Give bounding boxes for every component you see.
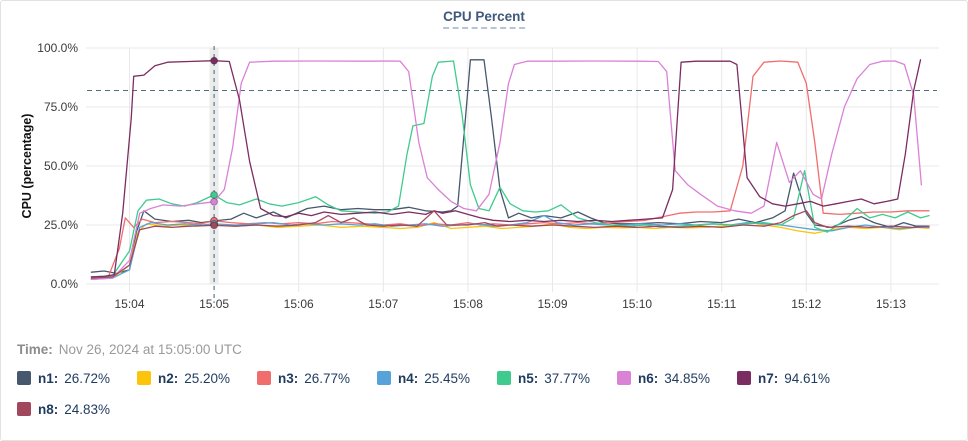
- y-tick-label: 25.0%: [44, 218, 78, 232]
- series-line-n5: [90, 60, 930, 278]
- series-line-n7: [90, 59, 922, 278]
- y-tick-label: 75.0%: [44, 100, 78, 114]
- x-tick-label: 15:11: [707, 297, 736, 311]
- legend-series-value: 24.83%: [64, 401, 111, 417]
- x-tick-label: 15:10: [622, 297, 652, 311]
- legend-series-value: 26.77%: [304, 370, 351, 386]
- time-label: Time:: [17, 342, 53, 357]
- legend-item-n8[interactable]: n8: 24.83%: [17, 400, 137, 418]
- series-line-n6: [90, 60, 923, 280]
- legend-series-value: 34.85%: [664, 370, 711, 386]
- crosshair-dot-n8: [210, 221, 219, 230]
- legend-item-n7[interactable]: n7: 94.61%: [737, 369, 857, 387]
- legend-item-n2[interactable]: n2: 25.20%: [137, 369, 257, 387]
- crosshair-dot-n7: [210, 56, 219, 65]
- crosshair-dot-n6: [210, 197, 219, 206]
- legend-swatch-n6: [617, 371, 631, 385]
- x-tick-label: 15:06: [284, 297, 314, 311]
- legend-series-value: 94.61%: [784, 370, 831, 386]
- legend-series-name: n7:: [758, 370, 779, 386]
- legend-item-n4[interactable]: n4: 25.45%: [377, 369, 497, 387]
- series-line-n3: [90, 60, 930, 280]
- x-tick-label: 15:13: [876, 297, 906, 311]
- legend-series-name: n6:: [638, 370, 659, 386]
- series-line-n8: [90, 210, 930, 279]
- legend-swatch-n2: [137, 371, 151, 385]
- crosshair-dot-n5: [210, 191, 219, 199]
- chart-title[interactable]: CPU Percent: [443, 9, 525, 29]
- y-tick-label: 50.0%: [44, 159, 78, 173]
- legend-series-value: 25.45%: [424, 370, 471, 386]
- legend-series-name: n8:: [38, 401, 59, 417]
- legend-swatch-n7: [737, 371, 751, 385]
- legend-series-value: 37.77%: [544, 370, 591, 386]
- time-value: Nov 26, 2024 at 15:05:00 UTC: [58, 342, 242, 357]
- legend-series-name: n5:: [518, 370, 539, 386]
- x-tick-label: 15:09: [537, 297, 567, 311]
- legend-swatch-n4: [377, 371, 391, 385]
- legend-item-n3[interactable]: n3: 26.77%: [257, 369, 377, 387]
- series-line-n2: [90, 221, 930, 279]
- y-tick-label: 100.0%: [37, 41, 78, 55]
- legend-item-n1[interactable]: n1: 26.72%: [17, 369, 137, 387]
- legend-swatch-n1: [17, 371, 31, 385]
- x-tick-label: 15:08: [453, 297, 483, 311]
- legend-series-name: n2:: [158, 370, 179, 386]
- legend-series-name: n1:: [38, 370, 59, 386]
- legend-series-name: n4:: [398, 370, 419, 386]
- x-tick-label: 15:04: [114, 297, 144, 311]
- legend-item-n5[interactable]: n5: 37.77%: [497, 369, 617, 387]
- legend: n1: 26.72% n2: 25.20% n3: 26.77% n4: 25.45% n5: 3…: [17, 369, 957, 418]
- y-tick-label: 0.0%: [51, 277, 79, 291]
- legend-swatch-n8: [17, 402, 31, 416]
- legend-series-value: 25.20%: [184, 370, 231, 386]
- cpu-percent-chart[interactable]: 15:04 15:05 15:06 15:07 15:08 15:09 15:10 15:11…: [1, 1, 967, 319]
- x-tick-label: 15:12: [791, 297, 821, 311]
- legend-swatch-n5: [497, 371, 511, 385]
- x-tick-label: 15:07: [368, 297, 398, 311]
- x-tick-label: 15:05: [199, 297, 229, 311]
- y-axis-title: CPU (percentage): [20, 114, 34, 219]
- legend-swatch-n3: [257, 371, 271, 385]
- cursor-time-row: Time: Nov 26, 2024 at 15:05:00 UTC: [17, 342, 242, 357]
- legend-series-value: 26.72%: [64, 370, 111, 386]
- legend-item-n6[interactable]: n6: 34.85%: [617, 369, 737, 387]
- legend-series-name: n3:: [278, 370, 299, 386]
